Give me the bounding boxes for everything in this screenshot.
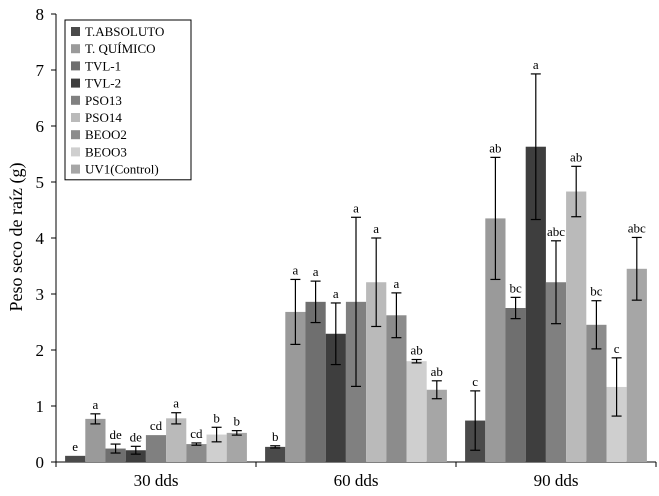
- legend-swatch: [71, 27, 80, 36]
- y-tick-label: 7: [36, 61, 45, 80]
- legend-entry: BEOO2: [85, 127, 127, 142]
- significance-label: ab: [431, 364, 443, 379]
- y-tick-label: 0: [36, 453, 45, 472]
- significance-label: de: [130, 429, 143, 444]
- legend-entry: PSO14: [85, 110, 122, 125]
- legend-entry: T.ABSOLUTO: [85, 24, 164, 39]
- significance-label: abc: [547, 224, 565, 239]
- significance-label: cd: [150, 418, 163, 433]
- bar: [325, 333, 346, 462]
- legend-entry: TVL-2: [85, 76, 121, 91]
- bar: [626, 268, 647, 462]
- y-tick-label: 8: [36, 5, 45, 24]
- significance-label: a: [293, 262, 299, 277]
- y-tick-label: 6: [36, 117, 45, 136]
- significance-label: b: [234, 414, 241, 429]
- significance-label: bc: [590, 284, 603, 299]
- significance-label: a: [313, 264, 319, 279]
- bar: [426, 389, 447, 462]
- bar: [206, 434, 227, 462]
- bar: [166, 418, 187, 462]
- bar: [226, 432, 247, 462]
- bars-layer: [65, 146, 647, 462]
- legend-box: [64, 19, 192, 181]
- legend-swatch: [71, 164, 80, 174]
- y-tick-label: 2: [36, 341, 45, 360]
- bar: [545, 282, 567, 462]
- bar: [505, 308, 526, 462]
- error-bars-layer: [90, 73, 642, 455]
- bar: [186, 444, 207, 462]
- legend-entry: BEOO3: [85, 144, 127, 159]
- significance-label: e: [72, 439, 78, 454]
- significance-label: bc: [509, 280, 522, 295]
- legend-swatch: [71, 147, 80, 157]
- bar: [65, 455, 86, 462]
- axes: 0 1 2 3 4 5 6 7 8 30 dds 60 dds 90 dds: [36, 5, 657, 490]
- bar: [386, 315, 407, 462]
- legend-swatch: [71, 95, 80, 105]
- significance-label: ab: [489, 140, 501, 155]
- y-tick-label: 1: [36, 397, 45, 416]
- significance-label: c: [614, 341, 620, 356]
- bar: [606, 386, 627, 462]
- bar: [366, 282, 387, 462]
- significance-label: a: [533, 57, 539, 72]
- bar: [105, 448, 126, 462]
- x-tick-label: 60 dds: [334, 471, 379, 490]
- legend-swatch: [71, 130, 80, 140]
- x-tick-label: 30 dds: [134, 471, 179, 490]
- significance-label: a: [333, 286, 339, 301]
- legend-swatch: [71, 61, 80, 71]
- significance-label: ab: [570, 149, 582, 164]
- y-tick-label: 5: [36, 173, 45, 192]
- legend-swatch: [71, 78, 80, 88]
- bar: [145, 435, 167, 462]
- significance-label: abc: [628, 220, 646, 235]
- bar: [485, 218, 506, 462]
- legend-swatch: [71, 44, 80, 54]
- legend-entry: UV1(Control): [85, 162, 159, 177]
- x-tick-label: 90 dds: [534, 471, 579, 490]
- bar: [85, 418, 106, 462]
- y-axis-label: Peso seco de raíz (g): [6, 163, 27, 312]
- significance-label: cd: [190, 426, 203, 441]
- significance-label: a: [353, 200, 359, 215]
- legend-entry: PSO13: [85, 93, 122, 108]
- bar: [265, 446, 286, 462]
- bar: [305, 301, 326, 462]
- significance-label: de: [109, 427, 122, 442]
- y-tick-label: 3: [36, 285, 45, 304]
- bar: [406, 361, 427, 462]
- bar: [125, 450, 146, 462]
- y-tick-label: 4: [36, 229, 45, 248]
- significance-label: b: [213, 410, 220, 425]
- significance-label: c: [472, 374, 478, 389]
- bar: [525, 146, 546, 462]
- legend-swatch: [71, 113, 80, 122]
- bar: [586, 324, 607, 462]
- significance-label: a: [93, 397, 99, 412]
- significance-label: a: [373, 221, 379, 236]
- bar: [566, 191, 587, 462]
- significance-label: a: [394, 276, 400, 291]
- legend-entry: TVL-1: [85, 58, 121, 73]
- significance-label: ab: [410, 343, 422, 358]
- significance-label: b: [272, 429, 279, 444]
- legend-entry: T. QUÍMICO: [85, 41, 156, 56]
- bar: [285, 311, 306, 462]
- legend: T.ABSOLUTO T. QUÍMICO TVL-1 TVL-2 PSO13 PSO14…: [64, 19, 192, 181]
- significance-label: a: [173, 396, 179, 411]
